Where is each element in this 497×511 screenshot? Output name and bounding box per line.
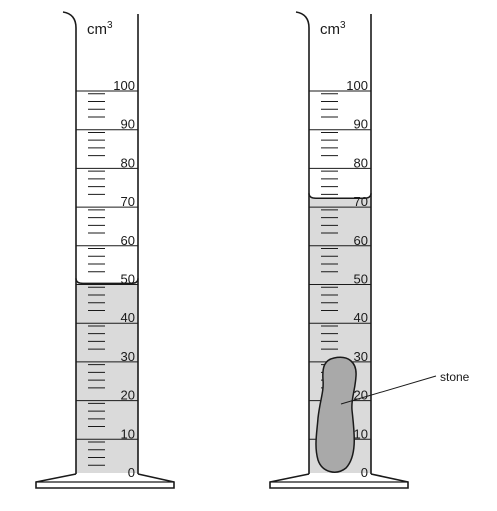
left-cylinder-major-graduations <box>76 90 138 440</box>
scale-label-90: 90 <box>121 117 135 132</box>
scale-label-40: 40 <box>354 310 368 325</box>
left-cylinder-liquid <box>76 283 138 473</box>
right-cylinder-wall-left <box>295 11 310 474</box>
left-cylinder-wall-left <box>62 11 77 474</box>
scale-label-90: 90 <box>354 117 368 132</box>
scale-label-30: 30 <box>354 349 368 364</box>
stone-label: stone <box>440 370 470 384</box>
stone <box>315 356 357 473</box>
scale-label-60: 60 <box>354 233 368 248</box>
right-cylinder-unit-label: cm3 <box>320 20 346 38</box>
scale-label-0: 0 <box>128 465 135 480</box>
scale-label-50: 50 <box>354 272 368 287</box>
scale-label-80: 80 <box>121 155 135 170</box>
left-cylinder-base <box>35 473 175 489</box>
scale-label-0: 0 <box>361 465 368 480</box>
stone-label-leader-line <box>340 375 437 405</box>
scale-label-60: 60 <box>121 233 135 248</box>
scale-label-10: 10 <box>354 426 368 441</box>
scale-label-20: 20 <box>354 388 368 403</box>
scale-label-80: 80 <box>354 155 368 170</box>
scale-label-30: 30 <box>121 349 135 364</box>
right-cylinder-major-graduations <box>309 90 371 440</box>
scale-label-70: 70 <box>354 194 368 209</box>
scale-label-10: 10 <box>121 426 135 441</box>
left-cylinder-minor-graduations <box>88 93 105 466</box>
scale-label-40: 40 <box>121 310 135 325</box>
scale-label-20: 20 <box>121 388 135 403</box>
scale-label-50: 50 <box>121 272 135 287</box>
right-cylinder-base <box>269 473 409 489</box>
scale-label-100: 100 <box>346 78 368 93</box>
scale-label-100: 100 <box>113 78 135 93</box>
left-cylinder-unit-label: cm3 <box>87 20 113 38</box>
scale-label-70: 70 <box>121 194 135 209</box>
